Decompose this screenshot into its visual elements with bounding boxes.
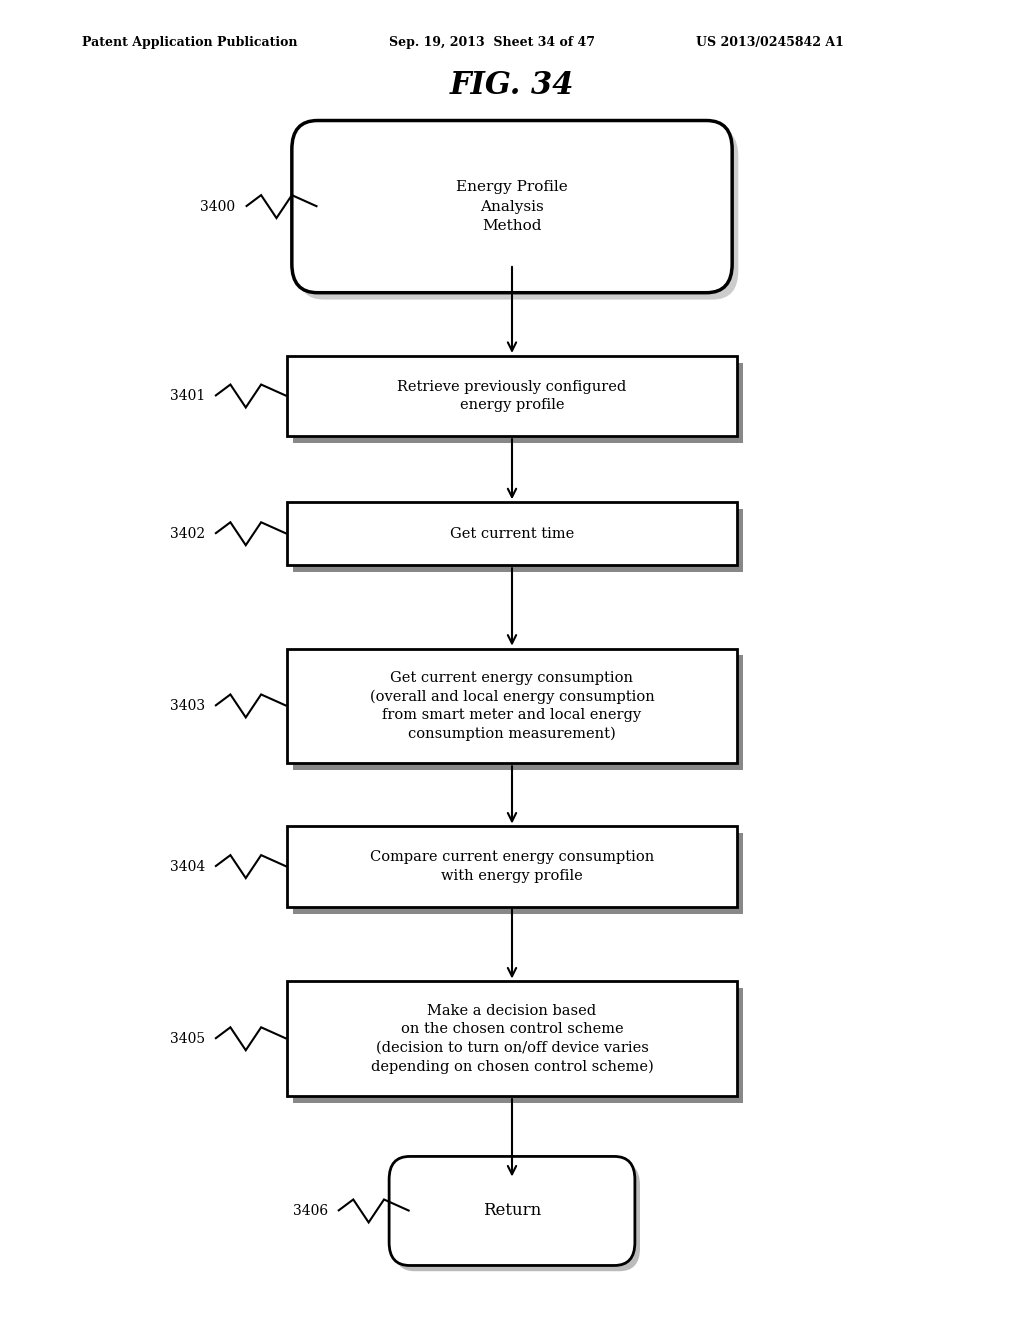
Bar — [287, 981, 737, 1096]
Text: Compare current energy consumption
with energy profile: Compare current energy consumption with … — [370, 850, 654, 883]
Bar — [293, 833, 743, 913]
Text: 3402: 3402 — [170, 527, 205, 541]
Text: 3405: 3405 — [170, 1032, 205, 1045]
Text: US 2013/0245842 A1: US 2013/0245842 A1 — [696, 36, 844, 49]
Text: Get current energy consumption
(overall and local energy consumption
from smart : Get current energy consumption (overall … — [370, 671, 654, 741]
Text: 3401: 3401 — [170, 389, 205, 403]
Text: FIG. 34: FIG. 34 — [450, 70, 574, 102]
Text: Patent Application Publication: Patent Application Publication — [82, 36, 297, 49]
Bar — [293, 363, 743, 444]
FancyBboxPatch shape — [389, 1156, 635, 1266]
FancyBboxPatch shape — [292, 120, 732, 293]
Text: Return: Return — [483, 1203, 541, 1220]
Bar — [293, 656, 743, 770]
Bar — [293, 989, 743, 1104]
Text: 3403: 3403 — [170, 698, 205, 713]
Bar — [287, 502, 737, 565]
Bar — [287, 356, 737, 436]
FancyBboxPatch shape — [394, 1162, 640, 1271]
Bar — [287, 826, 737, 907]
Text: Get current time: Get current time — [450, 527, 574, 541]
Text: Sep. 19, 2013  Sheet 34 of 47: Sep. 19, 2013 Sheet 34 of 47 — [389, 36, 595, 49]
Bar — [293, 510, 743, 572]
Text: Energy Profile
Analysis
Method: Energy Profile Analysis Method — [456, 180, 568, 234]
Text: 3406: 3406 — [293, 1204, 328, 1218]
Text: Make a decision based
on the chosen control scheme
(decision to turn on/off devi: Make a decision based on the chosen cont… — [371, 1005, 653, 1073]
Bar — [287, 648, 737, 763]
Text: 3404: 3404 — [170, 859, 205, 874]
FancyBboxPatch shape — [298, 128, 738, 300]
Text: Retrieve previously configured
energy profile: Retrieve previously configured energy pr… — [397, 380, 627, 412]
Text: 3400: 3400 — [201, 199, 236, 214]
